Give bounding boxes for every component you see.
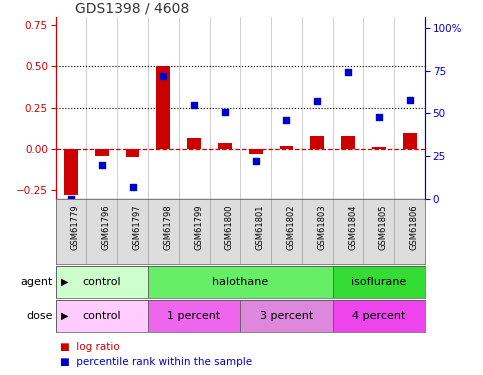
Bar: [311, 136, 324, 149]
Bar: [280, 146, 293, 149]
Text: control: control: [83, 277, 121, 287]
Text: 4 percent: 4 percent: [352, 311, 406, 321]
Point: [252, 158, 259, 164]
Bar: [249, 149, 263, 154]
Text: GSM61797: GSM61797: [132, 204, 142, 250]
Bar: [56, 266, 148, 298]
Bar: [187, 138, 201, 149]
Text: isoflurane: isoflurane: [351, 277, 407, 287]
Bar: [403, 133, 416, 149]
Point: [98, 162, 106, 168]
Bar: [126, 149, 140, 158]
Bar: [56, 300, 148, 332]
Text: GSM61796: GSM61796: [102, 204, 111, 250]
Text: GSM61805: GSM61805: [379, 204, 388, 249]
Text: 1 percent: 1 percent: [168, 311, 221, 321]
Bar: [333, 266, 425, 298]
Text: GSM61779: GSM61779: [71, 204, 80, 250]
Text: 3 percent: 3 percent: [260, 311, 313, 321]
Text: ▶: ▶: [61, 277, 69, 287]
Bar: [218, 142, 232, 149]
Point: [128, 184, 136, 190]
Text: GSM61804: GSM61804: [348, 204, 357, 249]
Bar: [341, 136, 355, 149]
Bar: [95, 149, 109, 156]
Point: [221, 109, 229, 115]
Text: control: control: [83, 311, 121, 321]
Text: ■  log ratio: ■ log ratio: [60, 342, 120, 352]
Text: GSM61803: GSM61803: [317, 204, 327, 250]
Bar: [241, 300, 333, 332]
Point: [344, 69, 352, 75]
Text: halothane: halothane: [212, 277, 269, 287]
Text: ■  percentile rank within the sample: ■ percentile rank within the sample: [60, 357, 253, 367]
Bar: [156, 66, 170, 149]
Point: [190, 102, 198, 108]
Point: [313, 99, 321, 105]
Text: GDS1398 / 4608: GDS1398 / 4608: [75, 1, 189, 15]
Bar: [372, 147, 386, 149]
Text: GSM61800: GSM61800: [225, 204, 234, 249]
Bar: [148, 266, 333, 298]
Text: GSM61802: GSM61802: [286, 204, 296, 249]
Point: [67, 196, 75, 202]
Text: GSM61798: GSM61798: [163, 204, 172, 250]
Point: [283, 117, 290, 123]
Text: GSM61799: GSM61799: [194, 204, 203, 249]
Text: agent: agent: [21, 277, 53, 287]
Bar: [64, 149, 78, 195]
Text: ▶: ▶: [61, 311, 69, 321]
Point: [406, 97, 413, 103]
Bar: [333, 300, 425, 332]
Point: [375, 114, 383, 120]
Text: GSM61801: GSM61801: [256, 204, 265, 249]
Bar: [148, 300, 241, 332]
Point: [159, 73, 167, 79]
Text: GSM61806: GSM61806: [410, 204, 419, 250]
Text: dose: dose: [27, 311, 53, 321]
